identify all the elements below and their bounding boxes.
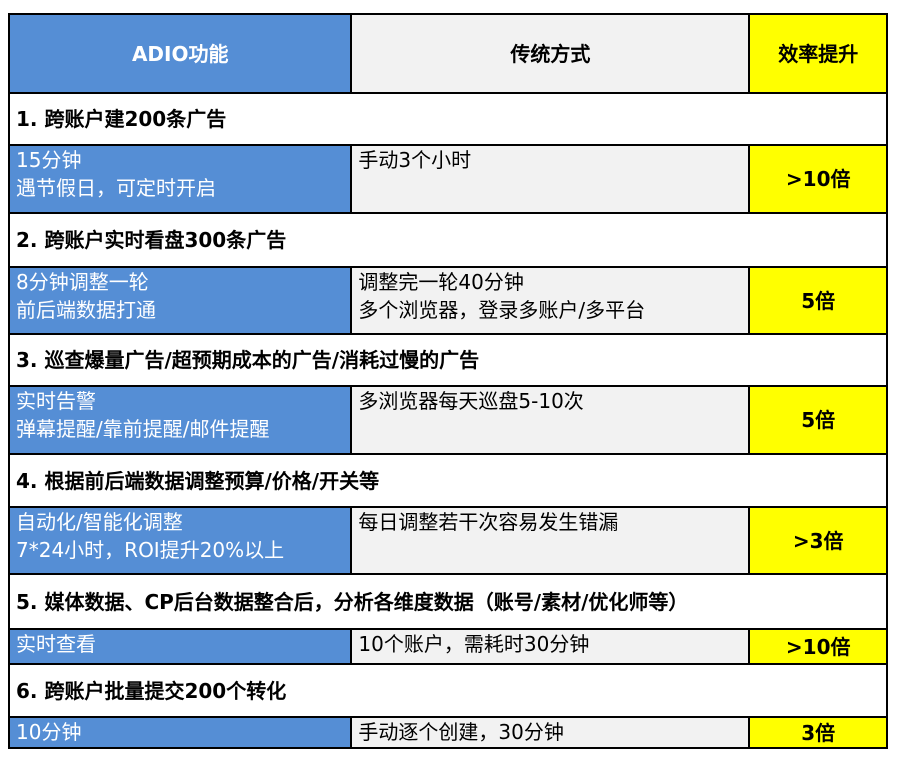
traditional-line: 每日调整若干次容易发生错漏 [358,510,619,534]
traditional-line: 调整完一轮40分钟 [358,270,524,294]
traditional-cell: 每日调整若干次容易发生错漏 [350,506,751,575]
feature-line: 遇节假日，可定时开启 [16,176,216,200]
header-row: ADIO功能 传统方式 效率提升 [7,13,888,94]
feature-line: 自动化/智能化调整 [16,510,183,534]
feature-line: 15分钟 [16,148,82,172]
feature-line: 实时告警 [16,389,96,413]
traditional-cell: 10个账户，需耗时30分钟 [350,628,751,665]
traditional-cell: 多浏览器每天巡盘5-10次 [350,385,751,455]
feature-cell: 10分钟 [7,716,352,749]
feature-cell: 8分钟调整一轮 前后端数据打通 [7,266,352,335]
traditional-line: 10个账户，需耗时30分钟 [358,632,590,656]
traditional-line: 手动逐个创建，30分钟 [358,720,564,744]
traditional-cell: 手动逐个创建，30分钟 [350,716,751,749]
comparison-table: ADIO功能 传统方式 效率提升 1. 跨账户建200条广告 15分钟遇节假日，可… [7,13,888,749]
data-row: 10分钟 手动逐个创建，30分钟 3倍 [7,716,888,749]
gain-cell: >10倍 [748,144,888,214]
traditional-cell: 调整完一轮40分钟多个浏览器，登录多账户/多平台 [350,266,751,335]
gain-cell: 5倍 [748,385,888,455]
header-gain: 效率提升 [748,13,888,94]
traditional-line: 多个浏览器，登录多账户/多平台 [358,298,646,322]
section-title-row: 5. 媒体数据、CP后台数据整合后，分析各维度数据（账号/素材/优化师等） [8,573,888,630]
section-title: 3. 巡查爆量广告/超预期成本的广告/消耗过慢的广告 [8,333,888,387]
section-title: 6. 跨账户批量提交200个转化 [8,663,888,718]
feature-line: 前后端数据打通 [16,298,156,322]
data-row: 8分钟调整一轮 前后端数据打通 调整完一轮40分钟 多个浏览器，登录多账户/多平台 5倍 [7,266,888,335]
gain-cell: 5倍 [748,266,888,335]
gain-cell: 3倍 [748,716,888,749]
gain-cell: >10倍 [748,628,888,665]
traditional-cell: 手动3个小时 [350,144,751,214]
feature-cell: 实时查看 [7,628,352,665]
feature-line: 8分钟调整一轮 [16,270,149,294]
feature-line: 10分钟 [16,720,82,744]
feature-line: 实时查看 [16,632,96,656]
section-title-row: 4. 根据前后端数据调整预算/价格/开关等 [8,453,888,508]
header-traditional: 传统方式 [350,13,751,94]
feature-line: 7*24小时，ROI提升20%以上 [16,538,285,562]
section-title: 2. 跨账户实时看盘300条广告 [8,212,888,268]
section-title-row: 2. 跨账户实时看盘300条广告 [8,212,888,268]
feature-line: 弹幕提醒/靠前提醒/邮件提醒 [16,417,270,441]
section-title-row: 6. 跨账户批量提交200个转化 [8,663,888,718]
data-row: 自动化/智能化调整 7*24小时，ROI提升20%以上 每日调整若干次容易发生错漏 >… [7,506,888,575]
traditional-line: 手动3个小时 [358,148,472,172]
gain-cell: >3倍 [748,506,888,575]
section-title: 5. 媒体数据、CP后台数据整合后，分析各维度数据（账号/素材/优化师等） [8,573,888,630]
traditional-line: 多浏览器每天巡盘5-10次 [358,389,584,413]
section-title-row: 1. 跨账户建200条广告 [8,92,888,146]
feature-cell: 自动化/智能化调整 7*24小时，ROI提升20%以上 [7,506,352,575]
data-row: 15分钟 遇节假日，可定时开启 手动3个小时 >10倍 [7,144,888,214]
data-row: 实时告警 弹幕提醒/靠前提醒/邮件提醒 多浏览器每天巡盘5-10次 5倍 [7,385,888,455]
feature-cell: 实时告警弹幕提醒/靠前提醒/邮件提醒 [7,385,352,455]
section-title: 4. 根据前后端数据调整预算/价格/开关等 [8,453,888,508]
header-feature: ADIO功能 [7,13,352,94]
section-title-row: 3. 巡查爆量广告/超预期成本的广告/消耗过慢的广告 [8,333,888,387]
data-row: 实时查看 10个账户，需耗时30分钟 >10倍 [7,628,888,665]
feature-cell: 15分钟遇节假日，可定时开启 [7,144,352,214]
section-title: 1. 跨账户建200条广告 [8,92,888,146]
